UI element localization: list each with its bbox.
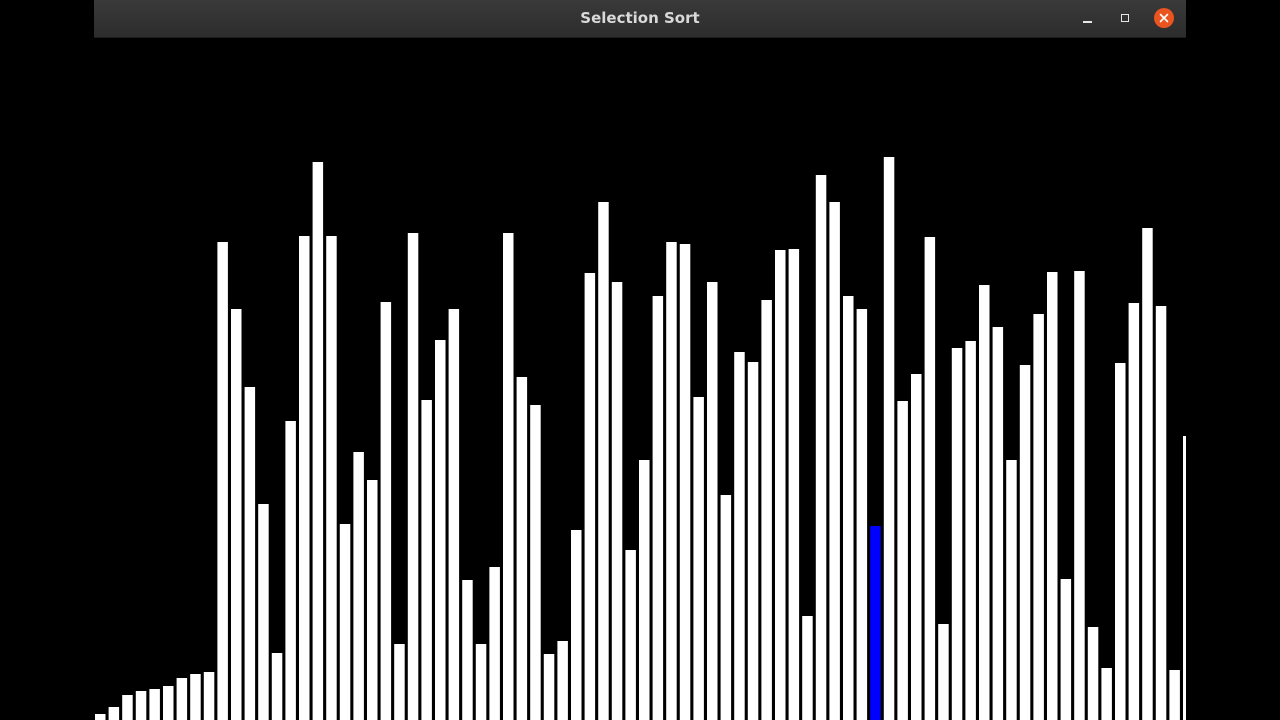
bar <box>176 678 188 720</box>
bar <box>584 273 596 720</box>
bar <box>775 250 786 720</box>
bar <box>353 452 364 720</box>
bar <box>435 340 446 720</box>
bar <box>924 237 936 720</box>
bar <box>190 674 201 720</box>
bar <box>802 616 813 720</box>
bar <box>543 654 555 720</box>
bar <box>258 504 269 720</box>
bar <box>1087 627 1099 720</box>
bar <box>231 309 242 720</box>
bar-chart <box>95 157 1186 720</box>
bar <box>1101 668 1112 720</box>
bar <box>625 550 636 720</box>
bar <box>1155 306 1167 720</box>
bar <box>244 387 256 720</box>
bar <box>312 162 324 720</box>
bar <box>598 202 609 720</box>
maximize-icon <box>1121 14 1129 22</box>
bar <box>843 296 854 720</box>
bar <box>611 282 623 720</box>
bar <box>448 309 460 720</box>
bar <box>421 400 432 720</box>
bar <box>326 236 337 720</box>
bar <box>530 405 541 720</box>
bar <box>911 374 922 720</box>
app-window: Selection Sort <box>94 0 1186 720</box>
bar <box>503 233 514 720</box>
bar-current-min <box>870 526 881 720</box>
bar <box>394 644 405 720</box>
bar <box>108 707 120 720</box>
bar <box>693 397 704 720</box>
bar <box>163 686 174 720</box>
bar <box>122 695 133 720</box>
bar <box>1033 314 1044 720</box>
bar <box>938 624 949 720</box>
bar <box>829 202 840 720</box>
bar <box>285 421 296 720</box>
bar <box>462 580 473 720</box>
bar <box>1047 272 1058 720</box>
bar <box>299 236 310 720</box>
bar <box>707 282 718 720</box>
bar <box>951 348 963 720</box>
bar <box>1074 271 1085 720</box>
bar <box>747 362 759 720</box>
maximize-button[interactable] <box>1114 7 1136 29</box>
bar <box>1128 303 1140 720</box>
bar <box>380 302 392 720</box>
bar <box>1006 460 1017 720</box>
bar <box>720 495 732 720</box>
bar <box>1115 363 1126 720</box>
bar <box>883 157 895 720</box>
bar <box>1169 670 1180 720</box>
bar <box>1019 365 1031 720</box>
bar <box>571 530 582 720</box>
bar <box>1183 436 1186 720</box>
bar <box>217 242 228 720</box>
minimize-button[interactable] <box>1076 7 1098 29</box>
minimize-icon <box>1082 21 1092 23</box>
bar <box>95 714 106 720</box>
bar <box>992 327 1004 720</box>
bar <box>339 524 351 720</box>
bar <box>666 242 677 720</box>
bar <box>135 691 147 720</box>
bar <box>367 480 378 720</box>
window-title: Selection Sort <box>580 9 700 27</box>
bar <box>815 175 827 720</box>
bar <box>557 641 568 720</box>
sort-visualization-canvas <box>94 38 1186 720</box>
bar <box>271 653 283 720</box>
bar <box>652 296 664 720</box>
bar <box>788 249 800 720</box>
bar <box>639 460 650 720</box>
bar <box>761 300 772 720</box>
bar <box>203 672 215 720</box>
bar <box>1142 228 1153 720</box>
bar <box>856 309 868 720</box>
bar <box>679 244 691 720</box>
bar <box>734 352 745 720</box>
bar <box>897 401 908 720</box>
close-button[interactable] <box>1153 7 1175 29</box>
bar <box>407 233 419 720</box>
bar <box>965 341 976 720</box>
bar <box>489 567 500 720</box>
bar <box>979 285 990 720</box>
bar <box>149 689 160 720</box>
bar <box>516 377 528 720</box>
title-bar[interactable]: Selection Sort <box>94 0 1186 38</box>
bar <box>475 644 487 720</box>
bar <box>1060 579 1072 720</box>
close-icon <box>1154 8 1174 28</box>
